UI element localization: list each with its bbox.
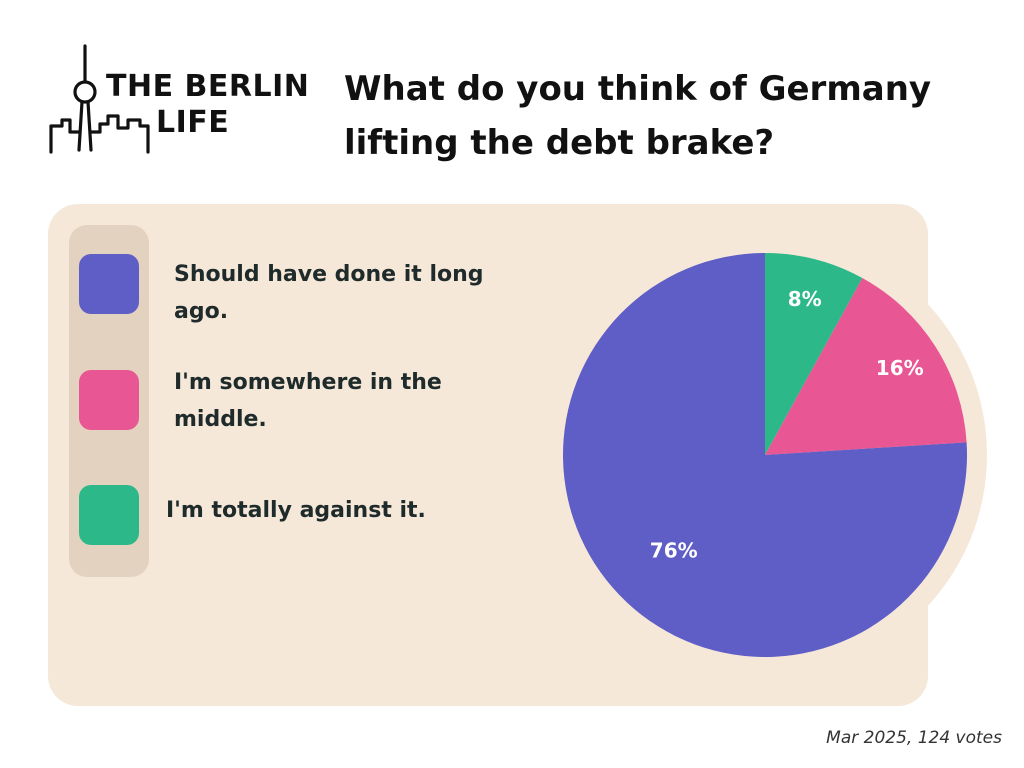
legend-label-against: I'm totally against it.: [166, 498, 426, 523]
berlin-skyline-tv-tower-icon: [49, 44, 150, 154]
brand-logo: THE BERLIN LIFE: [48, 44, 310, 156]
footer-note: Mar 2025, 124 votes: [826, 728, 1002, 748]
pie-label-against: 8%: [788, 287, 822, 311]
pie-slice-long-ago: [562, 253, 967, 657]
legend-label-middle: I'm somewhere in the middle.: [174, 370, 442, 432]
legend-swatch-against: [79, 485, 139, 545]
legend-label-long-ago: Should have done it long ago.: [174, 262, 484, 324]
page-title: What do you think of Germany lifting the…: [344, 69, 932, 163]
legend-swatch-long-ago: [79, 254, 139, 314]
brand-line-1: THE BERLIN: [106, 69, 310, 104]
pie-label-middle: 16%: [876, 356, 924, 380]
legend-swatch-middle: [79, 370, 139, 430]
brand-line-2: LIFE: [156, 105, 230, 140]
pie-slice-middle: [765, 277, 967, 455]
pie-slice-against: [765, 253, 863, 455]
pie-label-long-ago: 76%: [650, 539, 698, 563]
